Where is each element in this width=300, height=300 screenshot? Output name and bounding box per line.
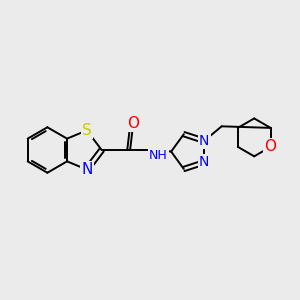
Text: O: O xyxy=(265,139,277,154)
Text: S: S xyxy=(82,123,92,138)
Text: O: O xyxy=(127,116,139,131)
Text: N: N xyxy=(199,155,209,169)
Text: N: N xyxy=(81,162,92,177)
Text: NH: NH xyxy=(149,149,168,162)
Text: N: N xyxy=(199,134,209,148)
